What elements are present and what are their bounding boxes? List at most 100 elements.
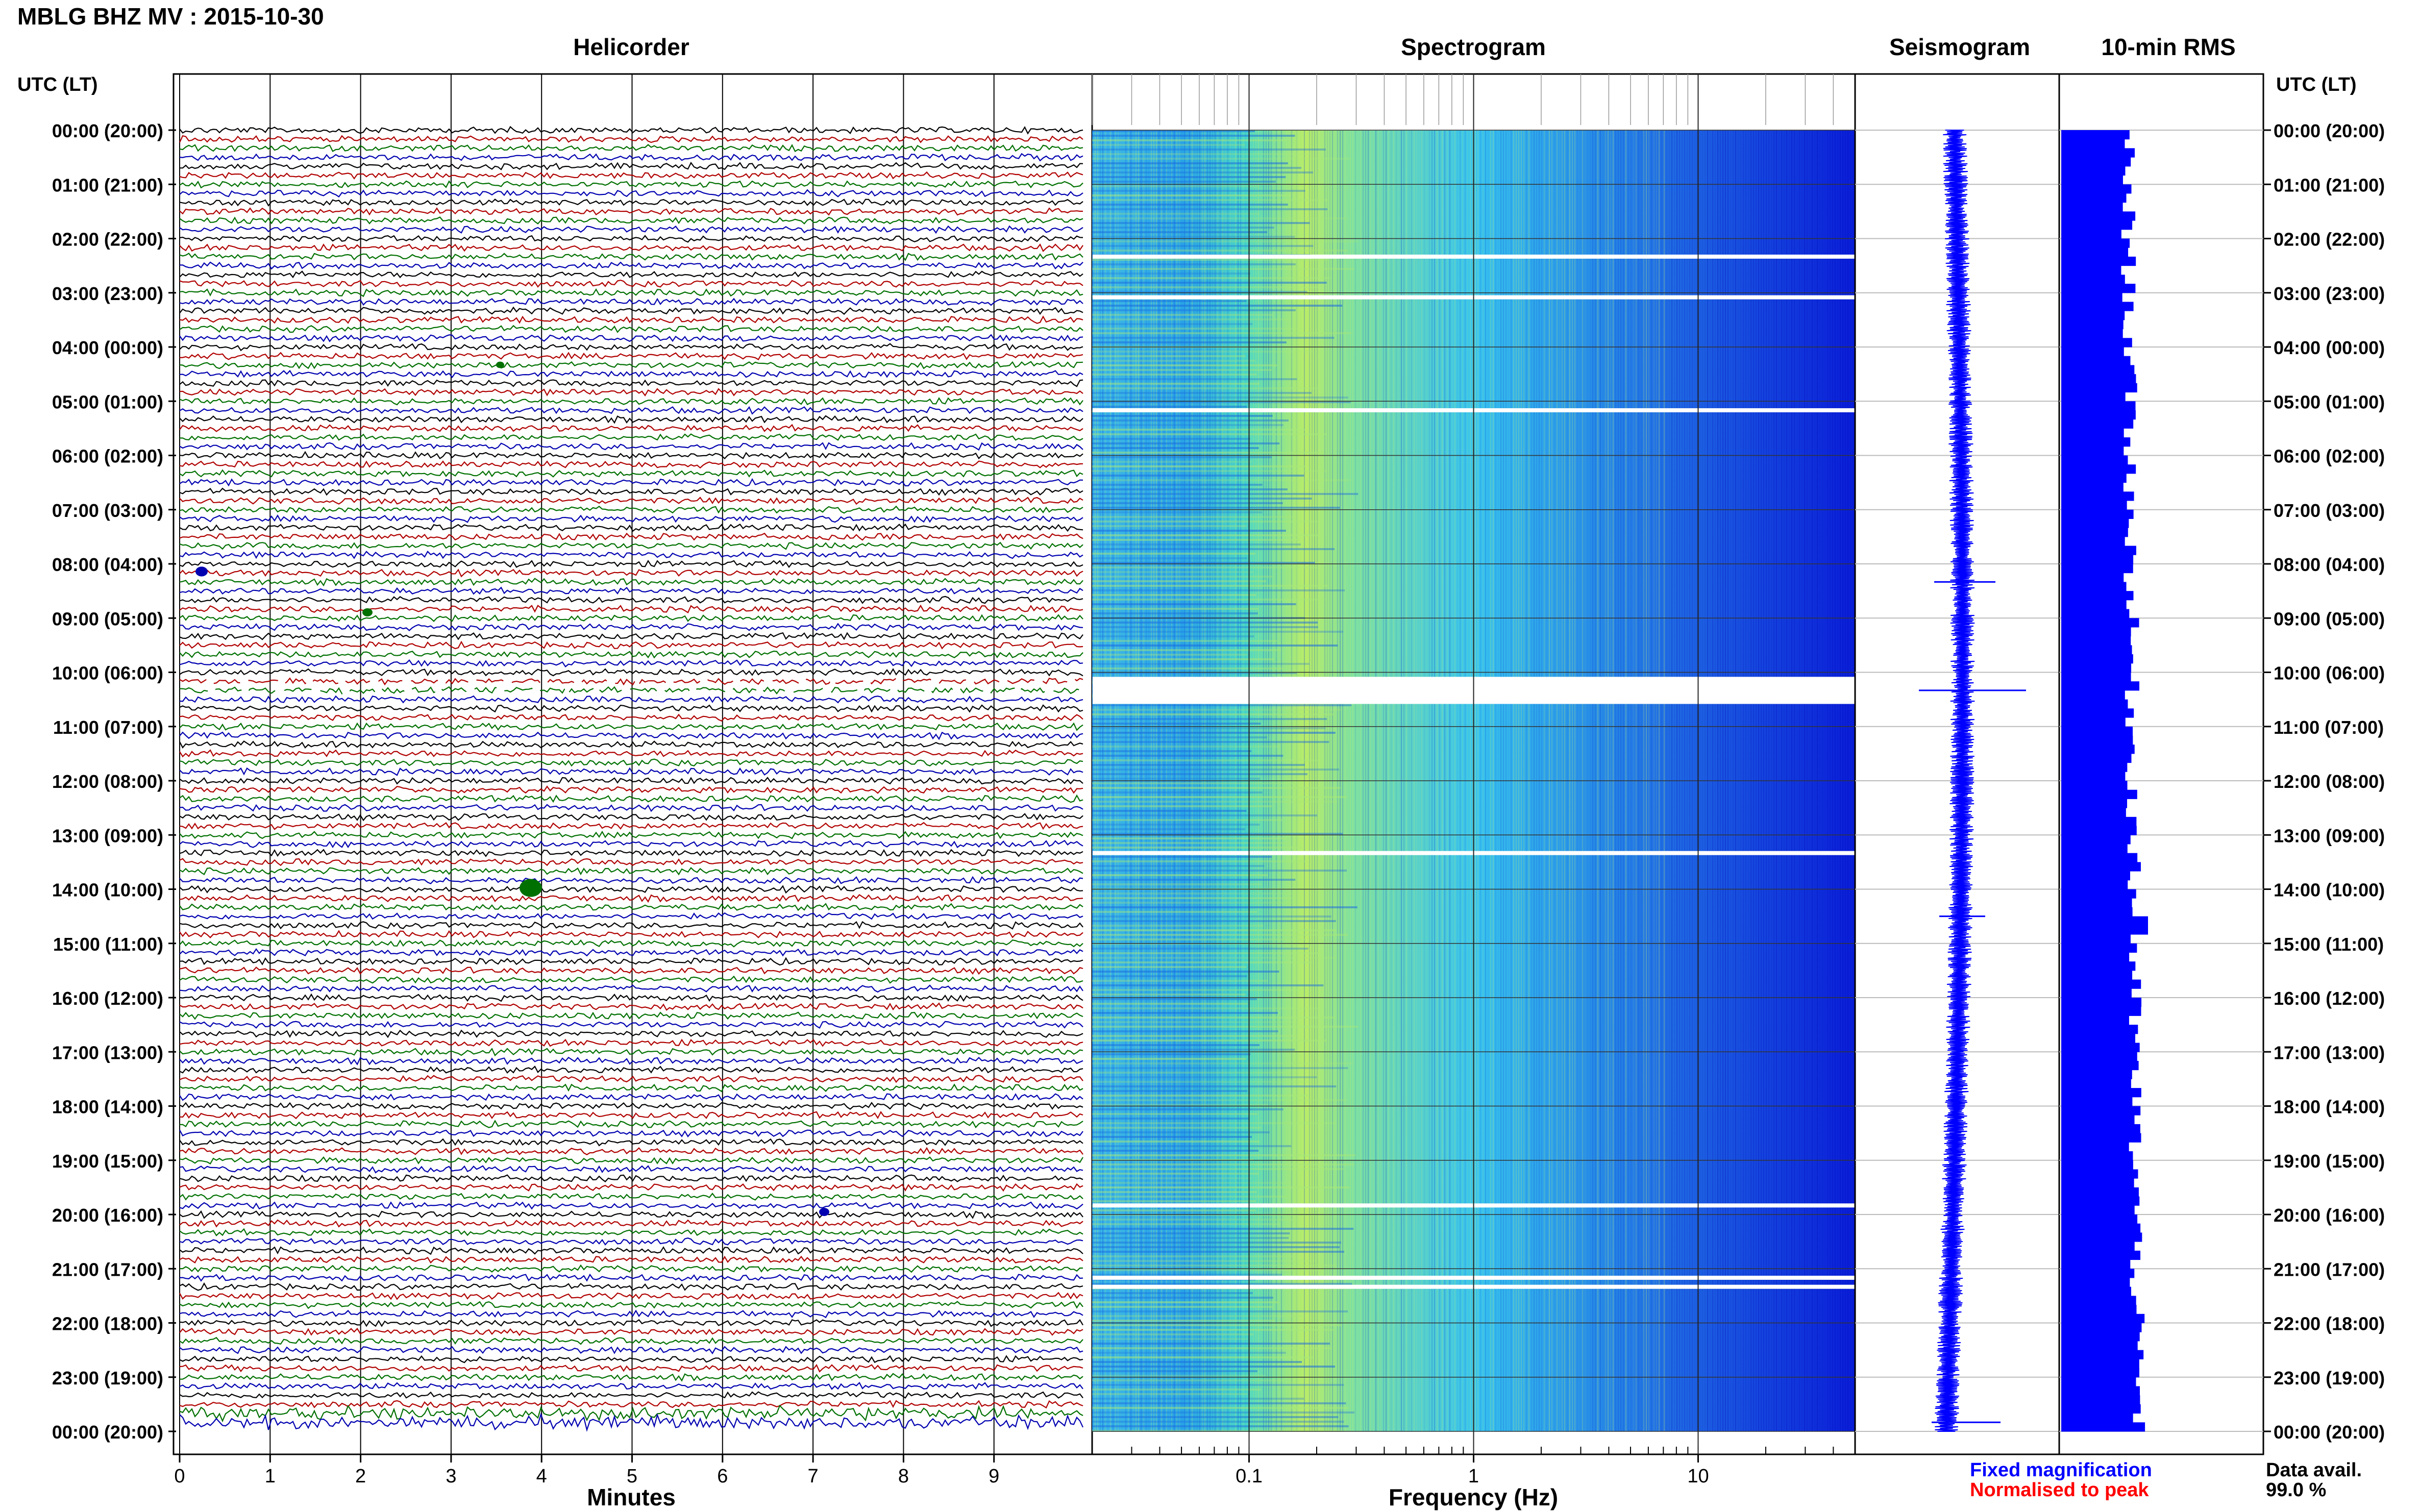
rms-bar (2061, 844, 2128, 854)
helicorder-trace (179, 1404, 1083, 1423)
helicorder-trace (179, 839, 1083, 849)
helicorder-trace (179, 885, 1083, 894)
time-label-left: 08:00 (04:00) (52, 554, 163, 575)
rms-bar (2061, 952, 2130, 962)
rms-bar (2061, 609, 2130, 618)
seismogram-panel (1854, 73, 2060, 1455)
helicorder-trace (179, 903, 1083, 911)
helicorder-trace (179, 207, 1083, 216)
time-label-right: 09:00 (05:00) (2274, 608, 2385, 629)
data-availability-value: 99.0 % (2266, 1479, 2326, 1501)
helicorder-trace (179, 1373, 1083, 1382)
helicorder-trace (179, 397, 1083, 406)
time-label-left: 21:00 (17:00) (52, 1259, 163, 1280)
rms-bar (2061, 482, 2124, 492)
helicorder-trace (179, 469, 1083, 478)
helicorder-trace (179, 804, 1083, 812)
rms-bar (2061, 473, 2127, 483)
rms-bar (2061, 627, 2131, 637)
helicorder-trace (179, 1219, 1083, 1228)
rms-bar (2061, 826, 2137, 835)
helicorder-trace (179, 235, 1083, 243)
rms-bar (2061, 745, 2135, 754)
helicorder-trace (179, 704, 1083, 713)
rms-bar (2061, 925, 2148, 935)
helicorder-trace (179, 1102, 1083, 1110)
helicorder-trace (179, 921, 1083, 930)
helicorder-trace (179, 1381, 1083, 1390)
helicorder-trace (179, 325, 1083, 333)
helicorder-trace (179, 849, 1083, 857)
helicorder-trace (179, 1412, 1083, 1432)
helicorder-trace (179, 551, 1083, 559)
helicorder-trace (179, 478, 1083, 487)
rms-bar (2061, 717, 2126, 727)
time-label-right: 18:00 (14:00) (2274, 1097, 2385, 1118)
rms-bar (2061, 157, 2131, 167)
helicorder-trace (179, 713, 1083, 722)
minute-tick-label: 4 (536, 1466, 547, 1487)
helicorder-trace (179, 966, 1083, 975)
rms-bar (2061, 1043, 2140, 1052)
time-label-right: 12:00 (08:00) (2274, 771, 2385, 792)
rms-bar (2061, 410, 2136, 420)
time-label-left: 03:00 (23:00) (52, 283, 163, 304)
helicorder-trace (179, 1083, 1083, 1093)
helicorder-trace (179, 659, 1083, 668)
rms-bar (2061, 1133, 2141, 1143)
helicorder-trace (179, 442, 1083, 451)
rms-bar (2061, 518, 2129, 528)
helicorder-trace (179, 740, 1083, 749)
time-label-left: 18:00 (14:00) (52, 1097, 163, 1118)
rms-bar (2061, 1413, 2133, 1423)
legend-normalised-to-peak: Normalised to peak (1970, 1479, 2149, 1501)
rms-bar (2061, 464, 2136, 474)
helicorder-trace (179, 596, 1083, 604)
helicorder-trace (179, 794, 1083, 803)
helicorder-trace (179, 813, 1083, 822)
time-label-left: 05:00 (01:00) (52, 391, 163, 412)
helicorder-trace (179, 1021, 1083, 1029)
time-label-left: 20:00 (16:00) (52, 1205, 163, 1226)
time-label-left: 12:00 (08:00) (52, 771, 163, 792)
panel-title-spectrogram: Spectrogram (1401, 34, 1546, 60)
rms-bar (2061, 1151, 2133, 1161)
helicorder-trace (179, 523, 1083, 532)
helicorder-trace (179, 722, 1083, 731)
helicorder-trace (179, 424, 1083, 432)
rms-bar (2061, 862, 2141, 872)
rms-bar (2061, 1097, 2133, 1106)
helicorder-trace (179, 279, 1083, 288)
time-label-right: 23:00 (19:00) (2274, 1368, 2385, 1389)
rms-bar (2061, 139, 2125, 148)
figure-title: MBLG BHZ MV : 2015-10-30 (17, 3, 324, 30)
rms-bar (2061, 988, 2132, 998)
time-label-left: 00:00 (20:00) (52, 120, 163, 141)
spectrogram-panel (1091, 73, 1856, 1455)
helicorder-trace (180, 623, 1083, 631)
time-label-left: 02:00 (22:00) (52, 229, 163, 250)
rms-bar (2061, 1214, 2138, 1224)
helicorder-trace (180, 161, 1083, 170)
helicorder-trace (179, 352, 1083, 361)
helicorder-trace (179, 731, 1083, 740)
helicorder-trace (179, 957, 1083, 966)
minute-tick-label: 8 (898, 1466, 909, 1487)
rms-bar (2061, 455, 2128, 465)
helicorder-trace (179, 876, 1083, 884)
rms-bar (2061, 419, 2134, 429)
helicorder-trace (179, 866, 1083, 876)
rms-bar (2061, 1422, 2145, 1432)
helicorder-trace (179, 1237, 1083, 1246)
rms-bar (2061, 934, 2131, 944)
rms-bar (2061, 871, 2130, 881)
helicorder-trace (179, 640, 1083, 650)
helicorder-trace (179, 930, 1083, 938)
rms-bar (2061, 600, 2127, 610)
rms-bar (2061, 211, 2136, 221)
helicorder-trace (179, 306, 1083, 315)
helicorder-trace (179, 1391, 1083, 1399)
time-label-right: 16:00 (12:00) (2274, 988, 2385, 1009)
helicorder-trace (179, 460, 1083, 469)
